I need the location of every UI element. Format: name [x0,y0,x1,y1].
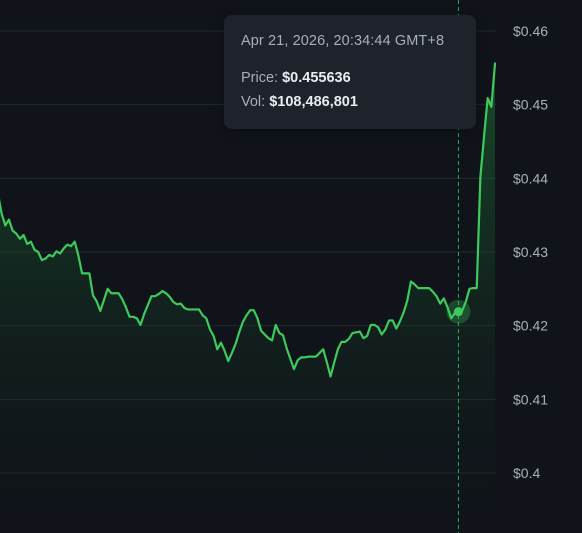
price-tooltip: Apr 21, 2026, 20:34:44 GMT+8 Price: $0.4… [224,15,476,129]
price-line [0,62,497,378]
tooltip-datetime: Apr 21, 2026, 20:34:44 GMT+8 [241,33,445,49]
y-axis: $0.46 $0.45 $0.44 $0.43 $0.42 $0.41 $0.4 [513,23,548,481]
tooltip-vol-value: $108,486,801 [269,94,358,110]
hover-marker [453,307,463,317]
y-tick-label: $0.42 [513,318,548,334]
tooltip-price-label: Price: [241,70,283,86]
y-tick-label: $0.4 [513,465,540,481]
y-tick-label: $0.44 [513,170,548,186]
y-tick-label: $0.46 [513,23,548,39]
price-area-fill [0,63,495,533]
y-tick-label: $0.41 [513,391,548,407]
tooltip-price-row: Price: $0.455636 [241,70,476,86]
tooltip-price-value: $0.455636 [282,70,351,86]
tooltip-vol-label: Vol: [241,94,270,110]
y-tick-label: $0.45 [513,97,548,113]
y-tick-label: $0.43 [513,244,548,260]
tooltip-vol-row: Vol: $108,486,801 [241,94,476,110]
